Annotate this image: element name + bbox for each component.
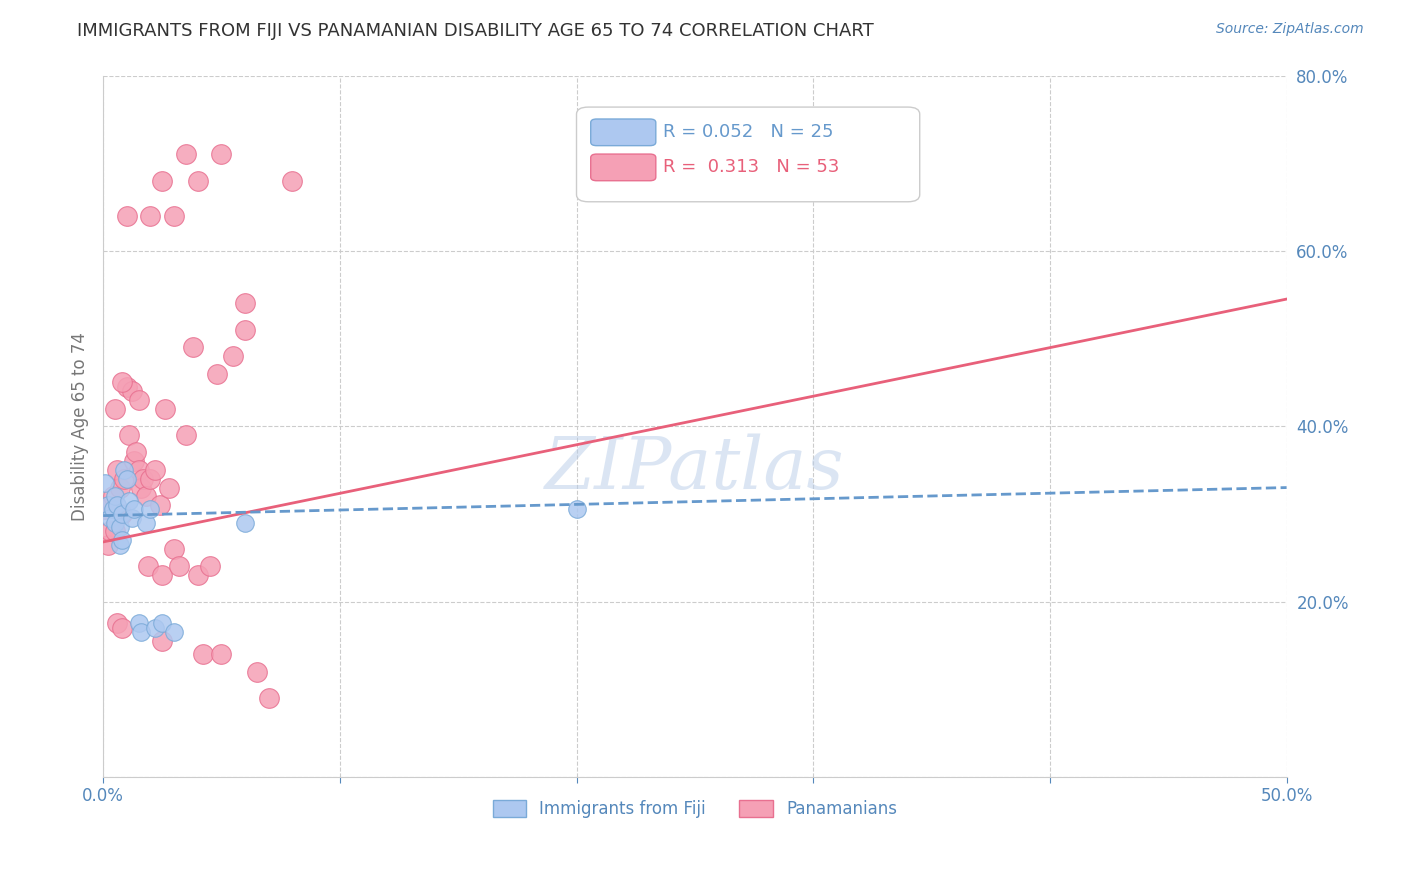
Point [94, 502, 117, 516]
Point [153, 401, 176, 416]
Point [111, 507, 134, 521]
Point [105, 616, 128, 631]
Point [94, 476, 117, 491]
Point [246, 665, 269, 679]
Point [211, 147, 233, 161]
Point [122, 502, 145, 516]
Point [114, 472, 136, 486]
Point [150, 634, 173, 648]
Text: R =  0.313   N = 53: R = 0.313 N = 53 [662, 159, 839, 177]
Point [129, 481, 152, 495]
Point [139, 209, 162, 223]
Point [157, 481, 180, 495]
Point [98, 524, 121, 539]
FancyBboxPatch shape [576, 107, 920, 202]
Point [135, 516, 157, 530]
Point [98, 511, 121, 525]
Point [111, 376, 134, 390]
Point [181, 340, 204, 354]
Point [122, 454, 145, 468]
Point [163, 541, 186, 556]
Point [129, 625, 152, 640]
Point [97, 537, 120, 551]
Point [115, 472, 138, 486]
Point [115, 380, 138, 394]
Point [114, 463, 136, 477]
Point [104, 516, 127, 530]
Point [132, 472, 155, 486]
Point [187, 568, 209, 582]
Point [150, 174, 173, 188]
Point [97, 498, 120, 512]
Point [233, 516, 256, 530]
Point [163, 209, 186, 223]
FancyBboxPatch shape [591, 154, 655, 181]
Point [108, 537, 131, 551]
Point [163, 625, 186, 640]
Point [128, 392, 150, 407]
Point [105, 498, 128, 512]
Point [198, 559, 221, 574]
Text: R = 0.052   N = 25: R = 0.052 N = 25 [662, 123, 834, 141]
Point [118, 428, 141, 442]
Point [191, 647, 214, 661]
Point [101, 502, 124, 516]
Point [174, 428, 197, 442]
Point [136, 559, 159, 574]
Point [104, 401, 127, 416]
Point [565, 502, 588, 516]
Point [111, 533, 134, 548]
Text: ZIPatlas: ZIPatlas [546, 433, 845, 504]
Point [135, 489, 157, 503]
Point [174, 147, 197, 161]
Point [111, 621, 134, 635]
Point [139, 502, 162, 516]
Point [149, 498, 172, 512]
Point [257, 690, 280, 705]
Point [118, 493, 141, 508]
Text: Source: ZipAtlas.com: Source: ZipAtlas.com [1216, 22, 1364, 37]
Point [150, 568, 173, 582]
Y-axis label: Disability Age 65 to 74: Disability Age 65 to 74 [72, 332, 89, 521]
Point [281, 174, 304, 188]
Point [111, 507, 134, 521]
Point [104, 489, 127, 503]
Point [139, 472, 162, 486]
FancyBboxPatch shape [591, 119, 655, 145]
Point [187, 174, 209, 188]
Point [150, 616, 173, 631]
Point [205, 367, 228, 381]
Legend: Immigrants from Fiji, Panamanians: Immigrants from Fiji, Panamanians [486, 793, 904, 824]
Point [222, 349, 245, 363]
Point [233, 323, 256, 337]
Point [108, 481, 131, 495]
Point [143, 463, 166, 477]
Point [121, 511, 143, 525]
Point [121, 384, 143, 398]
Point [101, 489, 124, 503]
Point [115, 209, 138, 223]
Point [211, 647, 233, 661]
Point [233, 296, 256, 310]
Point [167, 559, 190, 574]
Text: IMMIGRANTS FROM FIJI VS PANAMANIAN DISABILITY AGE 65 TO 74 CORRELATION CHART: IMMIGRANTS FROM FIJI VS PANAMANIAN DISAB… [77, 22, 875, 40]
Point [104, 524, 127, 539]
Point [108, 520, 131, 534]
Point [128, 616, 150, 631]
Point [105, 463, 128, 477]
Point [125, 445, 148, 459]
Point [143, 621, 166, 635]
Point [128, 463, 150, 477]
